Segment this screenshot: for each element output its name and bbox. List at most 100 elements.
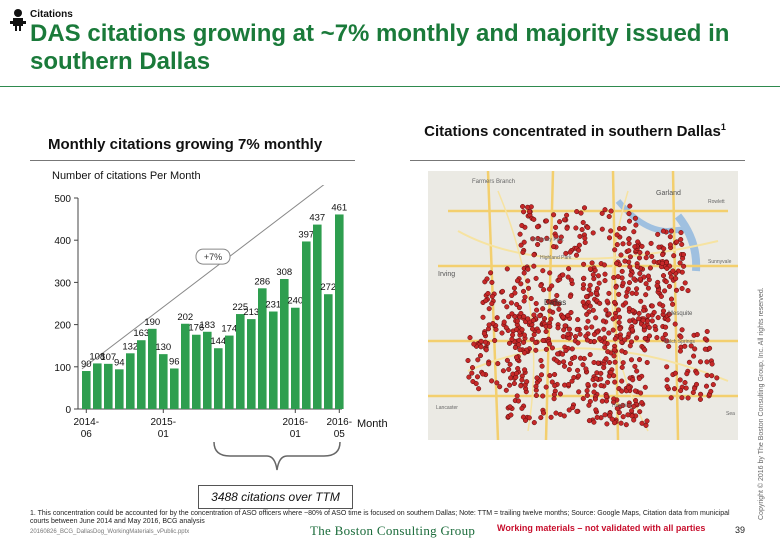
citation-marker — [520, 249, 526, 255]
citation-marker — [697, 396, 703, 402]
citation-marker — [522, 350, 528, 356]
x-tick-label: 2016-01 — [283, 417, 309, 440]
citation-marker — [518, 383, 524, 389]
citation-marker — [651, 309, 657, 315]
citation-marker — [519, 405, 525, 411]
map-label-balch-springs: Balch Springs — [664, 339, 695, 345]
citation-marker — [623, 300, 629, 306]
citation-marker — [592, 267, 598, 273]
citation-marker — [544, 235, 550, 241]
map-label-lancaster: Lancaster — [436, 405, 458, 411]
citation-marker — [625, 286, 631, 292]
citation-marker — [582, 235, 588, 241]
citation-marker — [471, 341, 477, 347]
citation-marker — [540, 306, 546, 312]
citation-marker — [677, 377, 683, 383]
citation-marker — [673, 275, 679, 282]
citation-marker — [506, 366, 512, 372]
x-tick-label: 2016-05 — [327, 417, 353, 440]
citation-marker — [599, 210, 605, 216]
citation-marker — [480, 314, 486, 320]
citation-marker — [476, 386, 482, 392]
citation-marker — [639, 420, 645, 426]
citation-marker — [690, 389, 696, 396]
citation-marker — [613, 314, 619, 320]
bar — [269, 311, 278, 409]
citation-marker — [645, 313, 651, 319]
citation-marker — [486, 306, 492, 312]
right-panel-heading-text: Citations concentrated in southern Dalla… — [424, 123, 721, 140]
citation-marker — [662, 331, 668, 337]
bar — [247, 319, 256, 409]
citation-marker — [678, 230, 684, 236]
citation-marker — [698, 391, 704, 397]
citation-marker — [606, 235, 613, 241]
citation-marker — [670, 268, 676, 274]
citation-marker — [585, 318, 591, 324]
data-label: 174 — [221, 324, 237, 335]
citation-marker — [611, 347, 617, 353]
citation-marker — [637, 276, 643, 282]
citation-marker — [586, 418, 592, 424]
citation-marker — [614, 232, 620, 238]
citation-marker — [597, 300, 603, 306]
citation-marker — [533, 392, 539, 399]
citation-marker — [634, 335, 640, 341]
citation-marker — [467, 335, 473, 341]
citation-marker — [660, 335, 666, 341]
citation-marker — [709, 361, 715, 367]
citation-marker — [521, 270, 527, 276]
citation-marker — [583, 294, 590, 300]
citation-marker — [666, 343, 672, 349]
citation-marker — [627, 264, 633, 270]
citation-marker — [613, 284, 619, 290]
citation-marker — [667, 234, 673, 240]
citation-marker — [641, 307, 647, 313]
citation-marker — [704, 328, 710, 335]
bar — [115, 369, 124, 409]
citation-marker — [566, 266, 572, 272]
citation-marker — [520, 203, 526, 210]
file-name: 20160826_BCG_DallasDog_WorkingMaterials_… — [30, 529, 190, 535]
trend-arrow — [81, 185, 325, 370]
citation-marker — [493, 326, 499, 333]
citation-marker — [531, 216, 537, 222]
citation-marker — [554, 358, 560, 364]
citation-marker — [516, 305, 522, 311]
citation-marker — [581, 275, 587, 281]
citation-marker — [629, 408, 635, 414]
citation-marker — [521, 313, 527, 320]
citation-marker — [504, 357, 510, 363]
data-label: 225 — [232, 302, 248, 313]
citation-marker — [526, 415, 532, 421]
citation-marker — [531, 312, 537, 318]
citation-marker — [568, 277, 574, 283]
citation-marker — [619, 378, 625, 384]
citation-marker — [593, 407, 599, 413]
citation-marker — [466, 374, 472, 380]
citation-marker — [594, 414, 600, 420]
citation-marker — [703, 383, 710, 389]
citation-marker — [580, 299, 586, 305]
citation-marker — [614, 242, 620, 248]
citation-marker — [530, 317, 536, 323]
citation-marker — [522, 367, 528, 373]
map-label-irving: Irving — [438, 271, 455, 278]
citation-marker — [552, 383, 558, 389]
citation-marker — [469, 365, 476, 371]
citation-marker — [657, 301, 663, 307]
citation-marker — [587, 282, 593, 288]
citation-marker — [632, 388, 638, 394]
citation-marker — [514, 318, 520, 324]
citation-marker — [575, 317, 581, 323]
citation-marker — [522, 294, 528, 300]
right-panel-divider — [410, 160, 745, 161]
citation-marker — [639, 400, 645, 406]
citation-marker — [525, 316, 531, 322]
citation-marker — [553, 224, 559, 230]
ttm-callout: 3488 citations over TTM — [198, 485, 353, 509]
citation-marker — [567, 249, 573, 255]
citation-marker — [552, 301, 558, 307]
page-number: 39 — [735, 525, 746, 535]
citation-marker — [533, 383, 539, 389]
